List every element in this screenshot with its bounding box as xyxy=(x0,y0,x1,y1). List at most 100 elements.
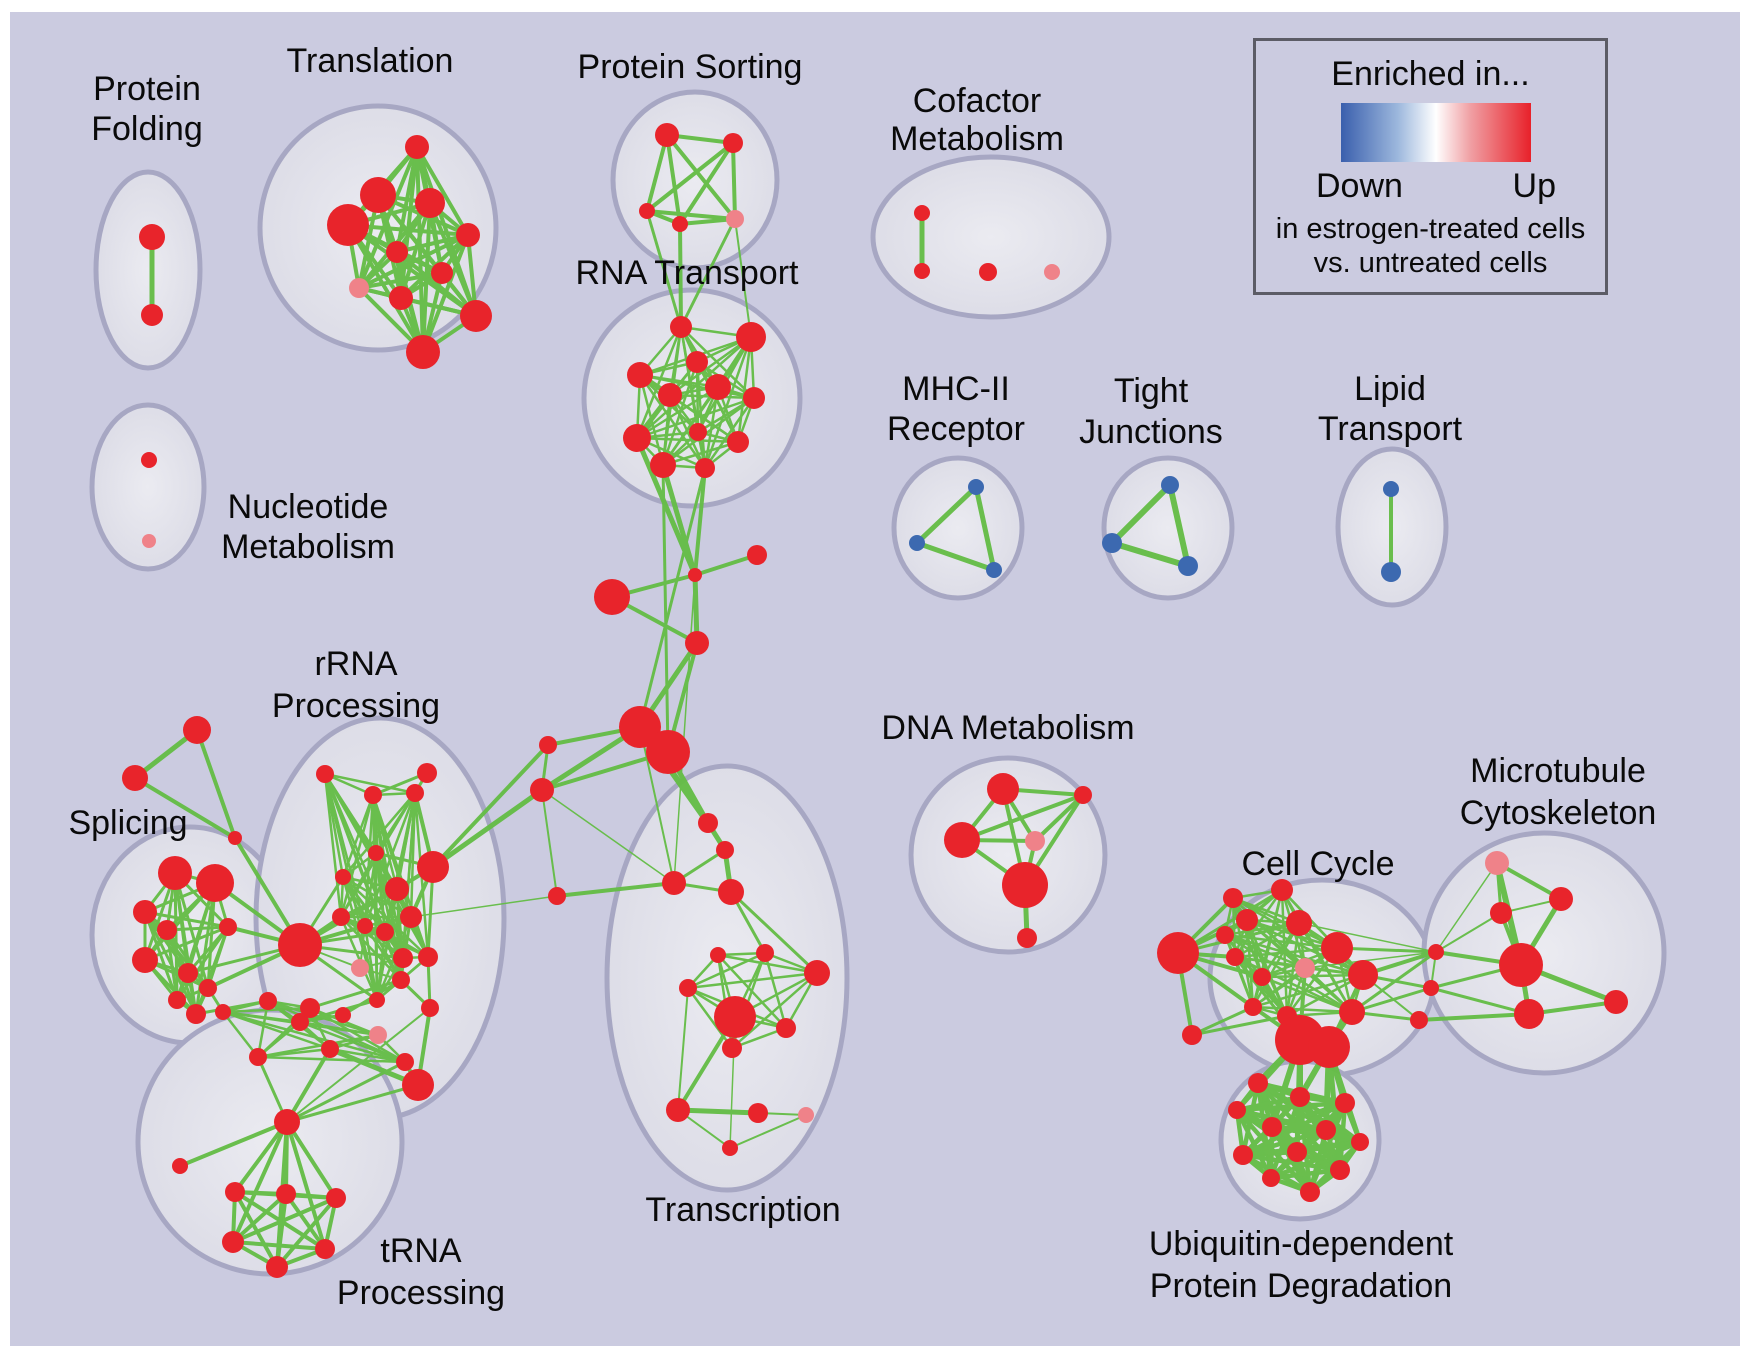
enrichment-edge xyxy=(1033,793,1085,843)
gene-set-node xyxy=(418,947,438,967)
enrichment-edge xyxy=(415,145,470,237)
gene-set-node xyxy=(1485,851,1509,875)
gene-set-node xyxy=(417,851,449,883)
enrichment-edge xyxy=(1190,1005,1255,1037)
gene-set-node xyxy=(679,979,697,997)
gene-set-node xyxy=(1335,1093,1355,1113)
enrichment-edge xyxy=(1240,1152,1343,1173)
gene-set-node xyxy=(141,304,163,326)
gene-set-node xyxy=(369,1026,387,1044)
enrichment-edge xyxy=(1223,933,1354,1014)
gene-set-node xyxy=(1262,1117,1282,1137)
cluster-ellipse-cofactor-metabolism xyxy=(870,154,1112,320)
enrichment-edge xyxy=(363,851,378,928)
gene-set-node xyxy=(968,479,984,495)
gene-set-node xyxy=(639,203,655,219)
enrichment-edge xyxy=(1297,921,1354,1014)
gene-set-node xyxy=(685,631,709,655)
cluster-label-rrna-processing: rRNA xyxy=(314,645,397,683)
enrichment-edge xyxy=(686,951,767,990)
enrichment-edge xyxy=(665,133,737,221)
enrichment-edge xyxy=(1417,1012,1531,1022)
enrichment-edge xyxy=(703,335,753,470)
gene-set-node xyxy=(222,1231,244,1253)
gene-set-node xyxy=(335,1007,351,1023)
gene-set-node xyxy=(1178,556,1198,576)
enrichment-edge xyxy=(173,871,179,1002)
gene-set-node xyxy=(722,1140,738,1156)
cluster-label-cofactor-metabolism: Metabolism xyxy=(890,120,1064,158)
cluster-label-microtubule-cytoskeleton: Cytoskeleton xyxy=(1460,794,1657,832)
enrichment-edge xyxy=(661,463,670,754)
gene-set-node xyxy=(291,1013,309,1031)
gene-set-node xyxy=(327,204,369,246)
gene-set-node xyxy=(215,1004,231,1020)
enrichment-edge xyxy=(1335,946,1438,954)
enrichment-edge xyxy=(195,728,237,840)
cluster-ellipse-mhc-ii-receptor xyxy=(891,455,1025,601)
gene-set-node xyxy=(415,188,445,218)
cluster-label-protein-folding: Protein xyxy=(93,70,201,108)
gene-set-node xyxy=(1490,902,1512,924)
enrichment-edge xyxy=(729,890,819,975)
gene-set-node xyxy=(1044,264,1060,280)
gene-set-node xyxy=(727,431,749,453)
gene-set-node xyxy=(909,535,925,551)
gene-set-node xyxy=(1157,932,1199,974)
enrichment-edge xyxy=(1233,955,1354,1014)
enrichment-edge xyxy=(693,466,707,577)
enrichment-edge xyxy=(665,133,682,226)
gene-set-node xyxy=(421,999,439,1017)
cluster-label-nucleotide-metabolism: Metabolism xyxy=(221,528,395,566)
gene-set-node xyxy=(748,1103,768,1123)
enrichment-edge xyxy=(357,145,419,290)
legend-title: Enriched in... xyxy=(1331,55,1530,93)
gene-set-node xyxy=(662,871,686,895)
enrichment-edge xyxy=(1268,1167,1343,1181)
enrichment-edge xyxy=(1223,933,1307,970)
enrichment-edge xyxy=(256,999,270,1059)
gene-set-node xyxy=(689,423,707,441)
gene-set-node xyxy=(183,716,211,744)
enrichment-edge xyxy=(275,1196,338,1269)
enrichment-edge xyxy=(430,787,545,870)
cluster-label-dna-metabolism: DNA Metabolism xyxy=(881,709,1134,747)
enrichment-edge xyxy=(635,385,720,440)
enrichment-edge xyxy=(323,772,343,919)
gene-set-node xyxy=(1161,476,1179,494)
gene-set-node xyxy=(658,383,682,407)
enrichment-edge xyxy=(233,1120,289,1194)
enrichment-edge xyxy=(645,133,669,213)
enrichment-edge xyxy=(678,217,737,226)
enrichment-edge xyxy=(635,436,740,444)
enrichment-edge xyxy=(1435,912,1502,953)
node-layer xyxy=(122,123,1628,1278)
gene-set-node xyxy=(199,979,217,997)
gene-set-node xyxy=(1271,879,1293,901)
enrichment-edge xyxy=(233,1190,279,1269)
enrichment-edge xyxy=(178,1120,289,1168)
enrichment-edge xyxy=(1109,540,1191,569)
enrichment-edge xyxy=(1167,482,1191,569)
gene-set-node xyxy=(1017,928,1037,948)
enrichment-edge xyxy=(284,1192,327,1251)
cluster-label-mhc-ii-receptor: Receptor xyxy=(887,410,1025,448)
cluster-label-nucleotide-metabolism: Nucleotide xyxy=(228,488,389,526)
gene-set-node xyxy=(1262,1169,1280,1187)
gene-set-node xyxy=(672,216,688,232)
gene-set-node xyxy=(747,545,767,565)
gene-set-node xyxy=(718,879,744,905)
cluster-label-tight-junctions: Tight xyxy=(1114,372,1189,410)
gene-set-node xyxy=(225,1182,245,1202)
gene-set-node xyxy=(335,869,351,885)
enrichment-edge xyxy=(298,1020,380,1037)
gene-set-node xyxy=(1228,1101,1246,1119)
gene-set-node xyxy=(1321,932,1353,964)
gene-set-node xyxy=(539,736,557,754)
enrichment-edge xyxy=(914,484,979,546)
gene-set-node xyxy=(1308,1026,1350,1068)
enrichment-edge xyxy=(328,1047,407,1064)
gene-set-node xyxy=(670,316,692,338)
